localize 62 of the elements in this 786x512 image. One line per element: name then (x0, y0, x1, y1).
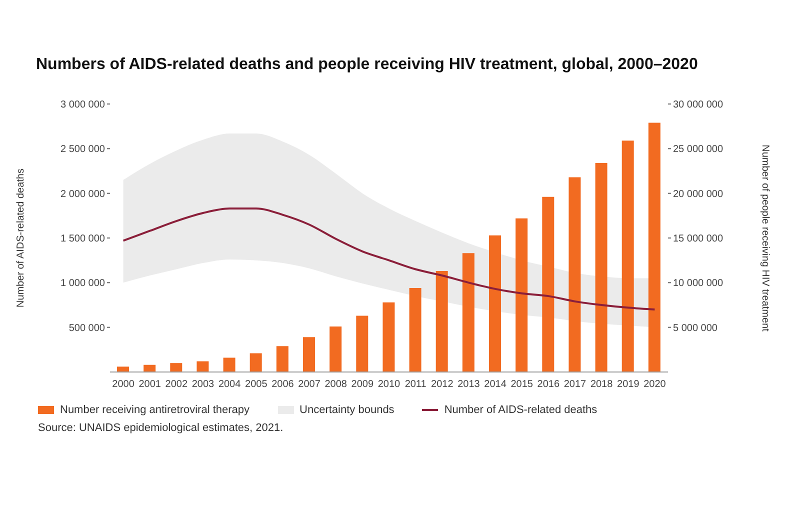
x-tick-label: 2015 (510, 379, 534, 390)
y2-tick-label: 15 000 000 (673, 234, 724, 245)
y-tick-label: 3 000 000 (60, 100, 106, 111)
x-tick-label: 2020 (644, 379, 666, 390)
bar (223, 358, 236, 372)
bar (409, 288, 422, 372)
bar (382, 302, 395, 372)
x-tick-label: 2016 (537, 379, 560, 390)
line-series (122, 208, 656, 310)
bar (303, 337, 315, 372)
bar (436, 271, 448, 372)
y2-tick-label: 20 000 000 (673, 188, 724, 200)
bar (356, 316, 368, 372)
legend-label: Uncertainty bounds (300, 404, 394, 416)
y2-tick-label: 30 000 000 (673, 100, 724, 111)
bar (622, 140, 634, 372)
x-tick-label: 2012 (431, 379, 454, 390)
bar (568, 177, 581, 372)
bar (117, 366, 129, 372)
y2-tick-label: 25 000 000 (673, 144, 724, 156)
x-tick-label: 2018 (590, 379, 614, 390)
chart-title: Numbers of AIDS-related deaths and people receiving HIV treatment, global, 2000–2020 (36, 56, 699, 74)
x-tick-label: 2007 (298, 379, 321, 390)
bar (276, 346, 288, 372)
y-tick-label: 2 000 000 (60, 188, 106, 200)
bar (250, 353, 262, 372)
x-tick-label: 2000 (112, 379, 135, 390)
x-tick-label: 2004 (218, 379, 242, 390)
x-tick-label: 2006 (272, 379, 294, 390)
legend-label: Number of AIDS-related deaths (444, 404, 598, 416)
y-tick-label: 2 500 000 (60, 144, 106, 156)
bar (462, 253, 474, 372)
bar (595, 162, 608, 372)
y2-tick-label: 10 000 000 (673, 278, 724, 290)
y-tick-label: 500 000 (68, 322, 106, 334)
x-tick-label: 2019 (617, 379, 640, 390)
x-tick-label: 2013 (458, 379, 480, 390)
bar (489, 235, 501, 372)
x-tick-label: 2017 (564, 379, 587, 390)
source-note: Source: UNAIDS epidemiological estimates, 2021. (38, 422, 284, 434)
x-tick-label: 2011 (404, 379, 427, 390)
x-tick-label: 2014 (484, 379, 507, 390)
y2-axis-title: Number of people receiving HIV treatment (759, 144, 770, 332)
y-tick-label: 1 500 000 (60, 234, 106, 245)
bar (516, 218, 528, 372)
legend-label: Number receiving antiretroviral therapy (60, 404, 250, 416)
bar (330, 326, 342, 372)
y-tick-label: 1 000 000 (60, 278, 106, 290)
x-tick-label: 2008 (324, 379, 348, 390)
x-tick-label: 2010 (378, 379, 401, 390)
bar (648, 122, 660, 372)
x-tick-label: 2003 (192, 379, 215, 390)
bar (144, 364, 156, 372)
bar (542, 196, 554, 372)
bar (170, 363, 182, 372)
bar (196, 361, 209, 372)
y2-tick-label: 5 000 000 (673, 322, 718, 334)
x-tick-label: 2001 (138, 379, 162, 390)
x-tick-label: 2005 (245, 379, 268, 390)
x-tick-label: 2009 (351, 379, 374, 390)
x-tick-label: 2002 (165, 379, 188, 390)
y-axis-title: Number of AIDS-related deaths (16, 168, 27, 308)
